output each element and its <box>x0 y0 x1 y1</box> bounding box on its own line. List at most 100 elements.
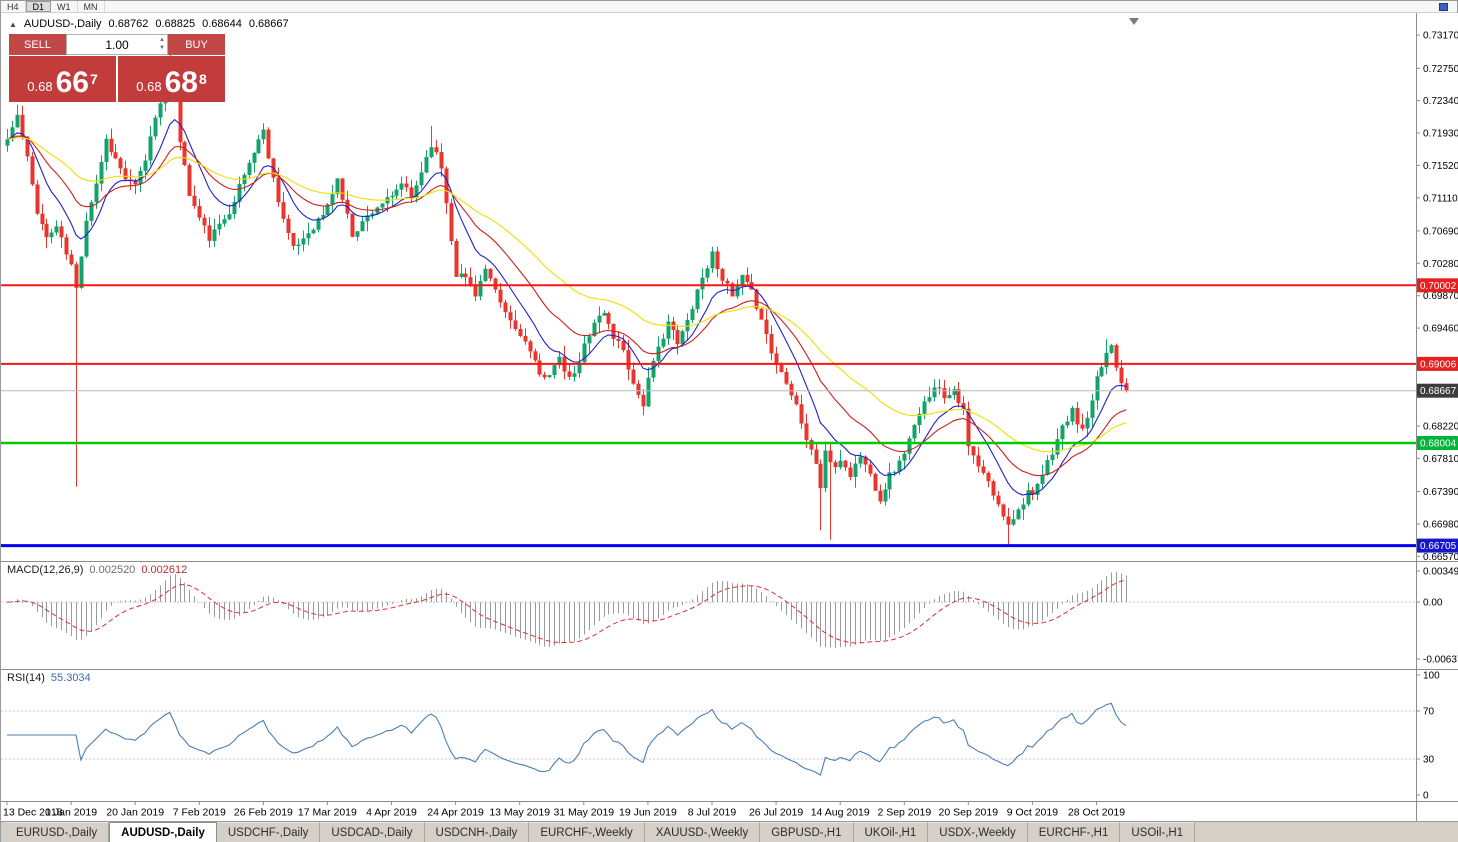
volume-box: 1.00 ▲ ▼ <box>66 34 168 55</box>
chart-tab-eurchf-weekly[interactable]: EURCHF-,Weekly <box>529 822 645 842</box>
date-label: 26 Jul 2019 <box>749 807 803 819</box>
date-label: 14 Aug 2019 <box>811 807 870 819</box>
chart-tab-usdchf-daily[interactable]: USDCHF-,Daily <box>216 822 321 842</box>
candlestick-series <box>5 52 1129 546</box>
price-tick: 0.68220 <box>1423 422 1458 433</box>
price-badge-0.66705: 0.66705 <box>1417 538 1458 553</box>
chart-tab-usdcnh-daily[interactable]: USDCNH-,Daily <box>424 822 530 842</box>
ma-22-line <box>6 135 1127 477</box>
timeframe-button-w1[interactable]: W1 <box>51 1 78 12</box>
timeframe-button-d1[interactable]: D1 <box>25 1 52 12</box>
date-label: 13 Dec 2018 <box>3 807 63 819</box>
macd-main-value: 0.002520 <box>89 564 136 576</box>
ohlc-low: 0.68644 <box>202 18 242 30</box>
price-tick: 0.66980 <box>1423 519 1458 530</box>
sell-price-prefix: 0.68 <box>27 79 53 94</box>
svg-text:0.00: 0.00 <box>1423 598 1443 609</box>
chart-tab-gbpusd-h1[interactable]: GBPUSD-,H1 <box>760 822 854 842</box>
buy-button[interactable]: BUY <box>168 34 225 55</box>
one-click-trading-panel: SELL 1.00 ▲ ▼ BUY 0.68 66 7 0.68 68 8 <box>9 34 225 102</box>
date-label: 2 Sep 2019 <box>877 807 931 819</box>
svg-text:0.68667: 0.68667 <box>1420 386 1457 397</box>
volume-input[interactable]: 1.00 <box>105 37 129 52</box>
svg-text:-0.00637: -0.00637 <box>1423 655 1458 666</box>
chart-tab-usdx-weekly[interactable]: USDX-,Weekly <box>928 822 1028 842</box>
macd-signal-line <box>6 579 1127 644</box>
sell-button[interactable]: SELL <box>9 34 66 55</box>
price-badge-0.69006: 0.69006 <box>1417 356 1458 371</box>
chart-shift-marker[interactable] <box>1129 18 1139 25</box>
chart-tab-usdcad-daily[interactable]: USDCAD-,Daily <box>320 822 425 842</box>
ohlc-open: 0.68762 <box>108 18 149 30</box>
price-tick: 0.71520 <box>1423 161 1458 172</box>
date-label: 28 Oct 2019 <box>1068 807 1125 819</box>
date-label: 20 Jan 2019 <box>106 807 164 819</box>
chart-tab-eurchf-h1[interactable]: EURCHF-,H1 <box>1027 822 1121 842</box>
date-label: 1 Jan 2019 <box>45 807 97 819</box>
buy-price-button[interactable]: 0.68 68 8 <box>118 56 225 102</box>
chart-title: ▲ AUDUSD-,Daily 0.68762 0.68825 0.68644 … <box>9 18 289 30</box>
price-tick: 0.67810 <box>1423 454 1458 465</box>
volume-spin-up-icon[interactable]: ▲ <box>159 37 165 43</box>
panel-splitter-rsi[interactable] <box>1 667 1458 671</box>
date-label: 7 Feb 2019 <box>173 807 226 819</box>
price-badge-0.68667: 0.68667 <box>1417 383 1458 398</box>
macd-panel[interactable]: 0.00349 0.00 -0.00637 <box>1 561 1458 669</box>
date-label: 31 May 2019 <box>553 807 614 819</box>
date-label: 8 Jul 2019 <box>688 807 737 819</box>
date-label: 13 May 2019 <box>489 807 550 819</box>
timeframe-button-h4[interactable]: H4 <box>1 1 26 12</box>
window-icon[interactable] <box>1439 3 1448 11</box>
macd-histogram <box>12 572 1127 648</box>
sell-price-pipette: 7 <box>89 71 98 87</box>
sell-price-button[interactable]: 0.68 66 7 <box>9 56 116 102</box>
timeframe-button-mn[interactable]: MN <box>78 1 105 12</box>
price-tick: 0.70690 <box>1423 226 1458 237</box>
ohlc-high: 0.68825 <box>155 18 196 30</box>
symbol-period-label: AUDUSD-,Daily <box>23 18 102 30</box>
buy-price-prefix: 0.68 <box>136 79 162 94</box>
date-label: 4 Apr 2019 <box>366 807 417 819</box>
timeframe-buttons: H4 D1 W1 MN <box>1 1 105 12</box>
ma-45-line <box>6 137 1127 453</box>
chart-tab-xauusd-weekly[interactable]: XAUUSD-,Weekly <box>644 822 761 842</box>
price-tick: 0.73170 <box>1423 31 1458 42</box>
price-tick: 0.66570 <box>1423 552 1458 561</box>
chart-tab-audusd-daily[interactable]: AUDUSD-,Daily <box>109 822 217 842</box>
chart-tab-ukoil-h1[interactable]: UKOil-,H1 <box>853 822 929 842</box>
svg-text:0.69006: 0.69006 <box>1420 359 1457 370</box>
date-label: 24 Apr 2019 <box>427 807 484 819</box>
timeframe-toolbar: H4 D1 W1 MN <box>1 1 1457 13</box>
rsi-panel[interactable]: 100 70 30 0 <box>1 669 1458 801</box>
sell-price-big: 66 <box>55 66 89 99</box>
panel-splitter-macd[interactable] <box>1 559 1458 563</box>
volume-spin-down-icon[interactable]: ▼ <box>159 45 165 51</box>
macd-name: MACD(12,26,9) <box>7 564 84 576</box>
price-tick: 0.71930 <box>1423 129 1458 140</box>
chart-tab-usoil-h1[interactable]: USOil-,H1 <box>1120 822 1196 842</box>
svg-text:0.66705: 0.66705 <box>1420 541 1457 552</box>
main-price-chart[interactable]: 0.73170 0.72750 0.72340 0.71930 0.71520 0.711… <box>1 13 1458 561</box>
buy-price-pipette: 8 <box>198 71 207 87</box>
one-click-collapse-icon[interactable]: ▲ <box>9 19 17 29</box>
ma-10-line <box>6 118 1127 496</box>
price-tick: 0.70280 <box>1423 259 1458 270</box>
rsi-name: RSI(14) <box>7 672 45 684</box>
price-tick: 0.72750 <box>1423 64 1458 75</box>
date-label: 17 Mar 2019 <box>298 807 357 819</box>
macd-signal-value: 0.002612 <box>141 564 188 576</box>
svg-text:0.70002: 0.70002 <box>1420 281 1457 292</box>
svg-text:100: 100 <box>1423 671 1440 682</box>
price-badge-0.70002: 0.70002 <box>1417 278 1458 293</box>
rsi-label: RSI(14) 55.3034 <box>7 672 91 684</box>
date-label: 26 Feb 2019 <box>234 807 293 819</box>
price-tick: 0.69460 <box>1423 324 1458 335</box>
price-tick: 0.67390 <box>1423 487 1458 498</box>
price-badge-0.68004: 0.68004 <box>1417 436 1458 450</box>
price-tick: 0.71110 <box>1423 193 1458 204</box>
svg-text:70: 70 <box>1423 707 1435 718</box>
chart-tab-eurusd-daily[interactable]: EURUSD-,Daily <box>5 822 110 842</box>
svg-text:0: 0 <box>1423 791 1429 802</box>
